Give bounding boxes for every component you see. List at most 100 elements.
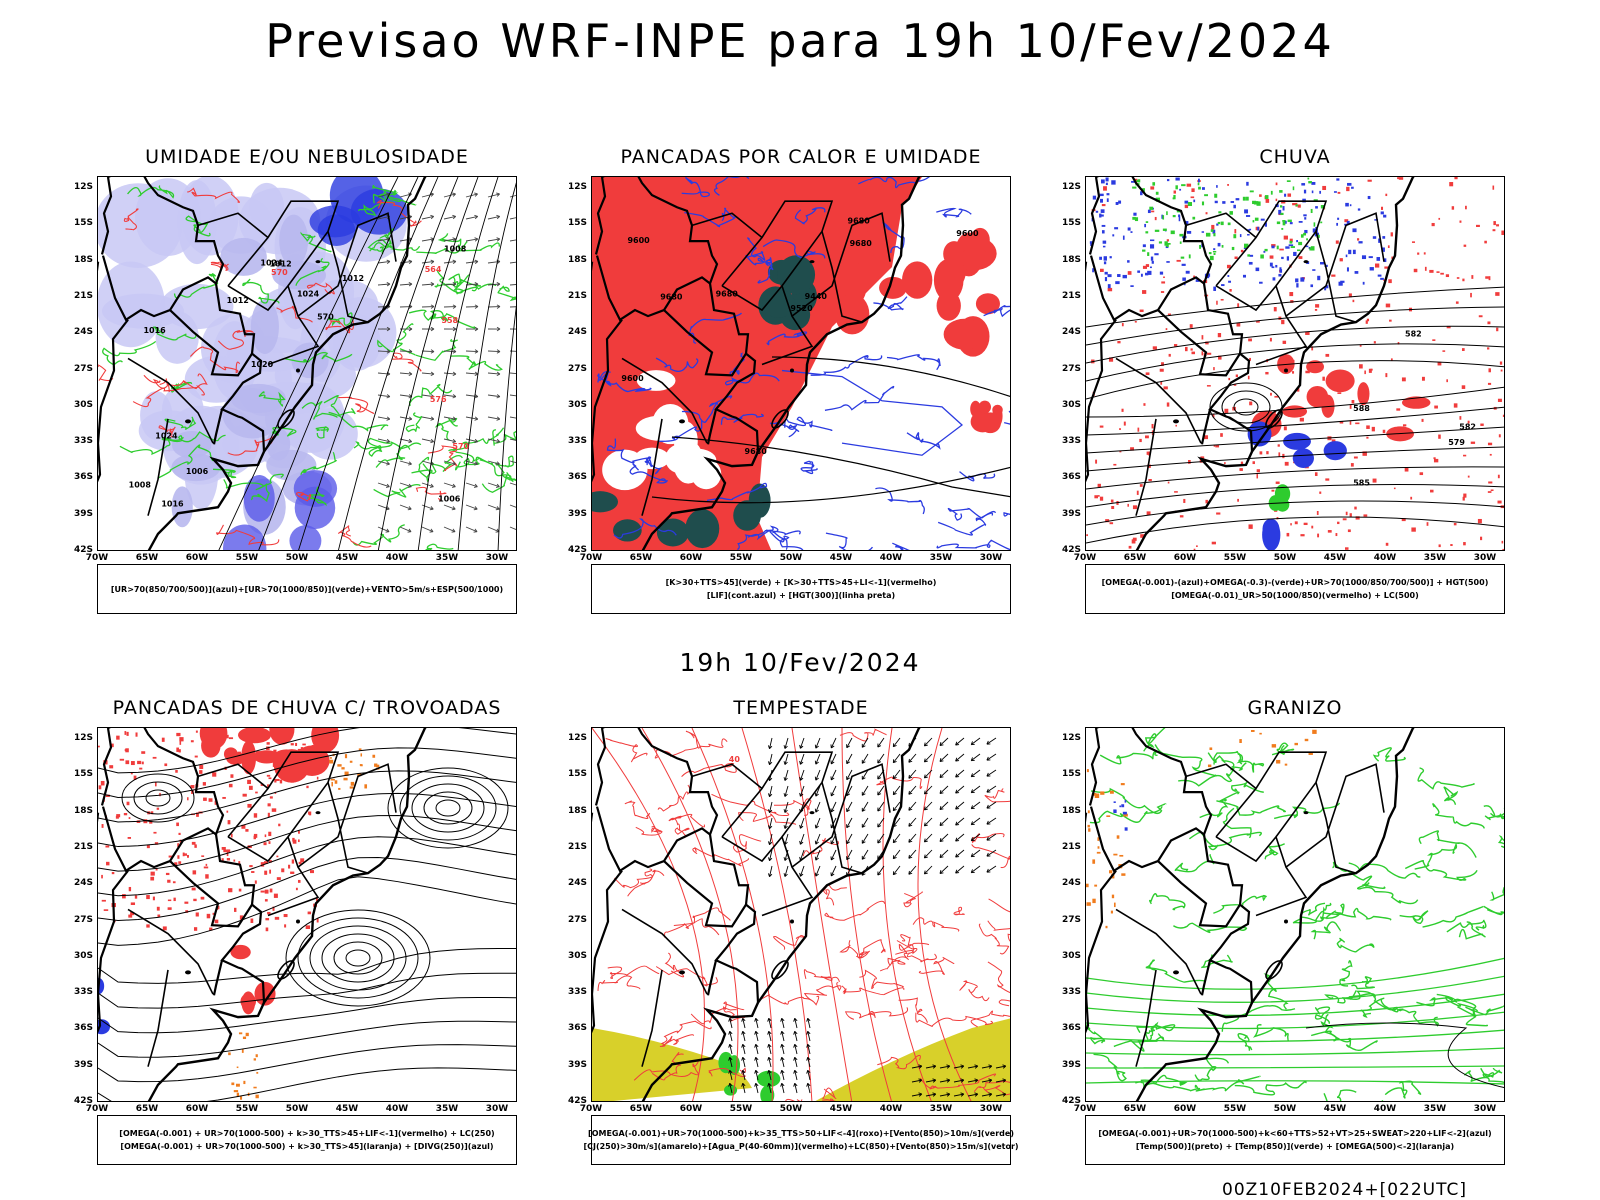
omega-humidity-area <box>1339 258 1343 262</box>
omega-humidity-area <box>1470 292 1472 298</box>
wind-vector-850 <box>729 1070 733 1081</box>
temperature-850-contour <box>1194 1057 1230 1081</box>
temperature-850-contour <box>1264 843 1285 860</box>
omega-500-area <box>1086 902 1091 906</box>
wind-vector-850 <box>925 1065 936 1069</box>
omega-humidity-area <box>1127 503 1129 507</box>
omega-humidity-area <box>1364 370 1366 375</box>
wind-vector-850 <box>728 1069 733 1074</box>
omega-humidity-area <box>1247 375 1250 380</box>
omega-area <box>1376 257 1381 261</box>
low-level-humidity-contour <box>170 381 193 393</box>
lifted-index-contour <box>765 525 790 550</box>
lat-tick-label: 39S <box>73 508 93 519</box>
omega-humidity-area <box>1130 447 1135 451</box>
thickness-contour <box>217 330 255 350</box>
omega-area <box>1107 284 1111 289</box>
omega-humidity-area <box>1275 198 1278 202</box>
wind-vector <box>421 416 434 420</box>
height-label: 9680 <box>848 216 871 225</box>
omega-humidity-area <box>1454 177 1458 180</box>
low-level-humidity-contour <box>301 401 338 420</box>
wind-vector-850 <box>755 1070 759 1081</box>
lake-mar-chiquita <box>185 419 191 424</box>
isobar <box>298 177 439 550</box>
omega-humidity-area <box>1421 418 1424 422</box>
omega-strong-area <box>1282 220 1286 222</box>
wind-vector-850 <box>892 759 897 764</box>
map-background <box>1086 728 1504 1101</box>
omega-500-area <box>1110 910 1113 914</box>
wind-vector-850 <box>781 1070 785 1081</box>
thunderstorm-area <box>228 737 234 740</box>
wind-vector <box>465 193 478 198</box>
lon-tick-label: 65W <box>135 1104 159 1114</box>
lon-tick-label: 50W <box>285 553 309 563</box>
wind-vector <box>399 238 412 242</box>
thunderstorm-area <box>150 811 154 815</box>
omega-area <box>1296 240 1299 243</box>
omega-area <box>1260 218 1265 221</box>
legend-line: [OMEGA(-0.001) + UR>70(1000-500) + k>30_… <box>120 1142 494 1151</box>
omega-humidity-area <box>1496 224 1500 227</box>
wind-vector-850 <box>794 1031 798 1042</box>
lifted-index-contour <box>810 355 883 376</box>
wind-vector-850 <box>767 1030 772 1035</box>
omega-humidity-area <box>1097 495 1100 497</box>
low-level-humidity-contour <box>372 190 401 204</box>
border-province <box>621 357 708 444</box>
border-paraguay <box>663 309 747 377</box>
omega-500-area <box>1097 846 1100 849</box>
omega-area <box>1358 241 1363 244</box>
omega-area <box>1217 242 1221 247</box>
wind-vector-850 <box>918 1078 923 1083</box>
omega-humidity-area <box>1234 229 1237 234</box>
omega-humidity-area <box>1119 450 1122 453</box>
precipitable-water-contour <box>668 813 706 831</box>
thunderstorm-area <box>264 889 269 894</box>
wind-vector-850 <box>986 849 997 857</box>
instability-area <box>970 227 990 253</box>
thunderstorm-area <box>122 894 126 899</box>
thunderstorm-area <box>302 743 306 746</box>
temperature-850-contour <box>1093 1053 1127 1082</box>
lake <box>1284 368 1288 373</box>
omega-area <box>1140 273 1143 277</box>
wind-vector-850 <box>892 839 897 844</box>
wind-vector-850 <box>1002 1092 1007 1097</box>
omega-area <box>1092 195 1097 200</box>
lat-tick-label: 36S <box>567 1023 587 1034</box>
omega-strong-area <box>1290 246 1295 248</box>
border-state <box>791 212 891 317</box>
omega-strong-area <box>1275 497 1290 512</box>
precipitable-water-contour <box>796 1098 834 1101</box>
precipitable-water-contour <box>970 1010 1010 1028</box>
omega-humidity-area <box>1278 452 1281 457</box>
wind-vector <box>496 192 500 197</box>
omega-strong-area <box>1214 193 1218 198</box>
wind-vector-850 <box>846 760 851 765</box>
omega-area <box>1278 273 1282 277</box>
omega-area <box>1109 256 1112 259</box>
wind-vector <box>473 506 478 511</box>
lon-tick-label: 60W <box>185 553 209 563</box>
wind-vector-850 <box>877 871 882 876</box>
lat-tick-label: 12S <box>567 733 587 744</box>
lon-tick-label: 35W <box>435 1104 459 1114</box>
omega-humidity-area <box>1498 434 1501 438</box>
omega-500-area <box>1121 873 1126 876</box>
temperature-850-contour <box>1300 902 1326 922</box>
omega-area <box>1201 231 1205 233</box>
border-bolivia-south <box>101 255 217 322</box>
wind-vector <box>399 504 412 510</box>
omega-strong-area <box>1297 249 1301 252</box>
wind-vector-850 <box>794 1018 798 1029</box>
omega-area <box>1352 228 1357 233</box>
temperature-850-contour <box>1323 1089 1357 1101</box>
omega-humidity-area <box>1319 491 1322 494</box>
omega-humidity-area <box>1327 530 1332 533</box>
thunderstorm-area <box>111 871 115 875</box>
omega-humidity-area <box>1121 323 1124 327</box>
precipitable-water-contour <box>879 957 906 972</box>
lake <box>1284 919 1288 924</box>
